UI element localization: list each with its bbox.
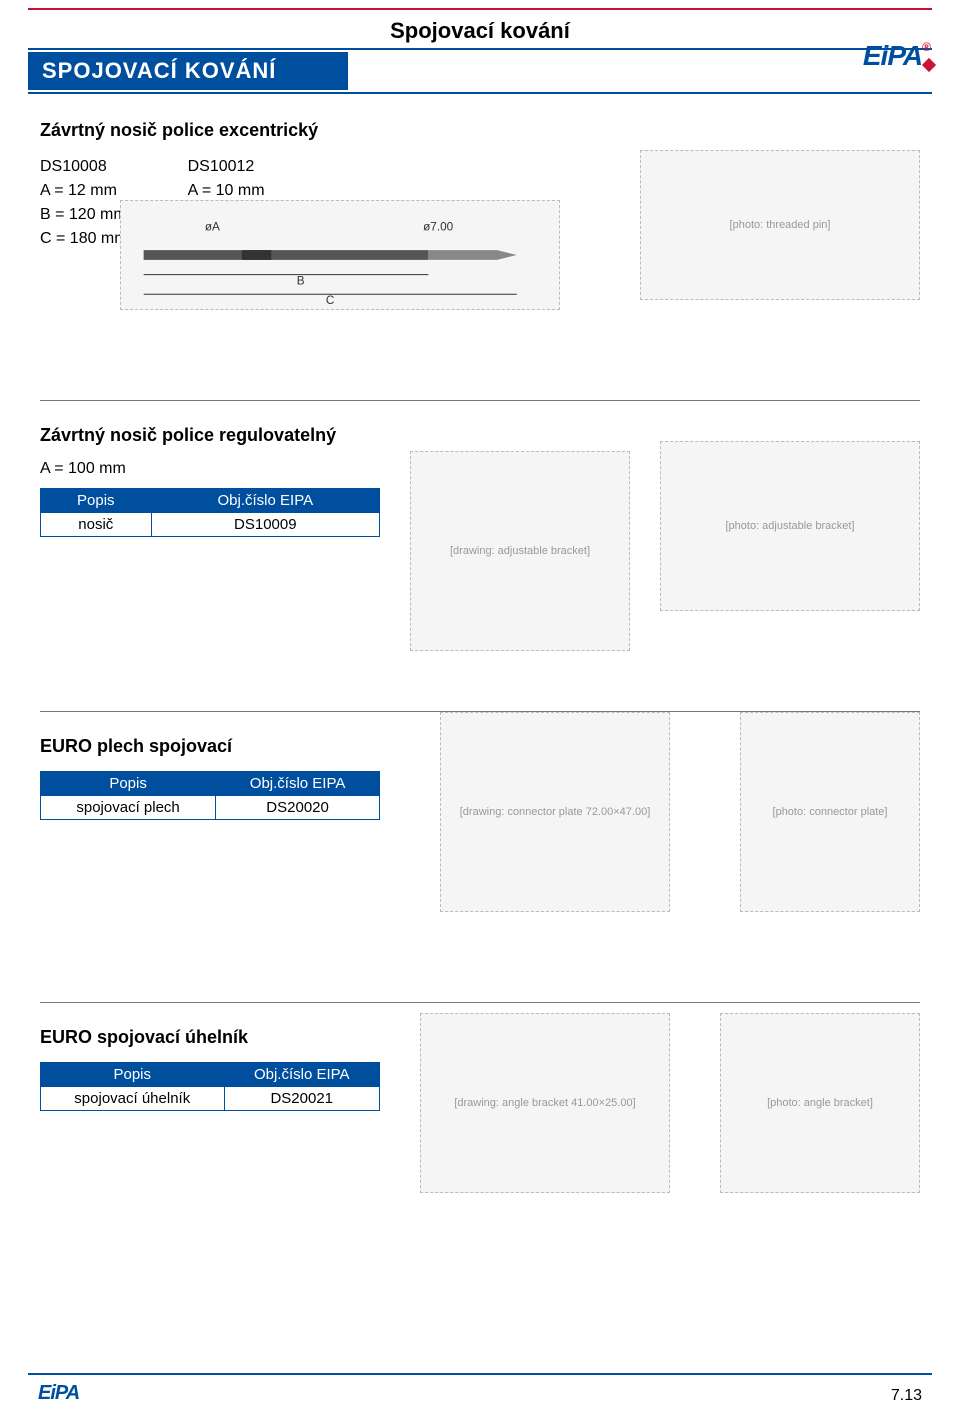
product-table: Popis Obj.číslo EIPA spojovací plech DS2…	[40, 771, 380, 820]
table-header-row: Popis Obj.číslo EIPA	[41, 489, 380, 513]
spec-code: DS10012	[188, 155, 276, 179]
section-euro-uhelnik: EURO spojovací úhelník Popis Obj.číslo E…	[40, 1003, 920, 1263]
product-photo-bracket: [photo: adjustable bracket]	[660, 441, 920, 611]
svg-text:øA: øA	[205, 220, 220, 233]
header-banner: SPOJOVACÍ KOVÁNÍ EiPA®	[28, 48, 932, 94]
spec-c: C = 180 mm	[40, 227, 128, 251]
table-cell: DS10009	[151, 513, 379, 537]
spec-col-1: DS10008 A = 12 mm B = 120 mm C = 180 mm	[40, 155, 128, 251]
spec-code: DS10008	[40, 155, 128, 179]
footer-rule	[28, 1373, 932, 1375]
technical-drawing-pin: øA ø7.00 B C	[120, 200, 560, 310]
brand-logo: EiPA®	[863, 40, 930, 72]
table-header: Popis	[41, 772, 216, 796]
table-header: Obj.číslo EIPA	[151, 489, 379, 513]
page-number: 7.13	[891, 1387, 922, 1405]
banner-label: SPOJOVACÍ KOVÁNÍ	[28, 52, 348, 90]
section-euro-plech: EURO plech spojovací Popis Obj.číslo EIP…	[40, 712, 920, 1002]
svg-text:ø7.00: ø7.00	[423, 220, 454, 233]
table-cell: nosič	[41, 513, 152, 537]
brand-logo-text: EiPA	[863, 40, 922, 71]
table-cell: spojovací úhelník	[41, 1087, 225, 1111]
banner-line-bottom	[28, 92, 932, 94]
table-cell: DS20021	[224, 1087, 379, 1111]
table-row: nosič DS10009	[41, 513, 380, 537]
section-regulovatelny: Závrtný nosič police regulovatelný A = 1…	[40, 401, 920, 711]
section-title: Závrtný nosič police excentrický	[40, 120, 920, 141]
page-title: Spojovací kování	[0, 18, 960, 44]
table-header: Obj.číslo EIPA	[224, 1063, 379, 1087]
technical-drawing-angle: [drawing: angle bracket 41.00×25.00]	[420, 1013, 670, 1193]
table-cell: DS20020	[216, 796, 380, 820]
table-header-row: Popis Obj.číslo EIPA	[41, 772, 380, 796]
table-row: spojovací plech DS20020	[41, 796, 380, 820]
table-header: Popis	[41, 489, 152, 513]
product-table: Popis Obj.číslo EIPA nosič DS10009	[40, 488, 380, 537]
table-header-row: Popis Obj.číslo EIPA	[41, 1063, 380, 1087]
section-excentricky: Závrtný nosič police excentrický DS10008…	[40, 120, 920, 400]
svg-text:C: C	[326, 294, 335, 307]
technical-drawing-plate: [drawing: connector plate 72.00×47.00]	[440, 712, 670, 912]
registered-icon: ®	[922, 40, 930, 54]
spec-a: A = 12 mm	[40, 179, 128, 203]
svg-text:B: B	[297, 274, 305, 287]
technical-drawing-bracket: [drawing: adjustable bracket]	[410, 451, 630, 651]
product-photo-angle: [photo: angle bracket]	[720, 1013, 920, 1193]
product-table: Popis Obj.číslo EIPA spojovací úhelník D…	[40, 1062, 380, 1111]
product-photo-pin: [photo: threaded pin]	[640, 150, 920, 300]
table-header: Popis	[41, 1063, 225, 1087]
footer-logo: EiPA	[38, 1382, 79, 1405]
banner-line-top	[28, 48, 932, 50]
top-rule	[28, 8, 932, 10]
spec-b: B = 120 mm	[40, 203, 128, 227]
table-cell: spojovací plech	[41, 796, 216, 820]
table-row: spojovací úhelník DS20021	[41, 1087, 380, 1111]
product-photo-plate: [photo: connector plate]	[740, 712, 920, 912]
content-area: Závrtný nosič police excentrický DS10008…	[40, 120, 920, 1367]
table-header: Obj.číslo EIPA	[216, 772, 380, 796]
